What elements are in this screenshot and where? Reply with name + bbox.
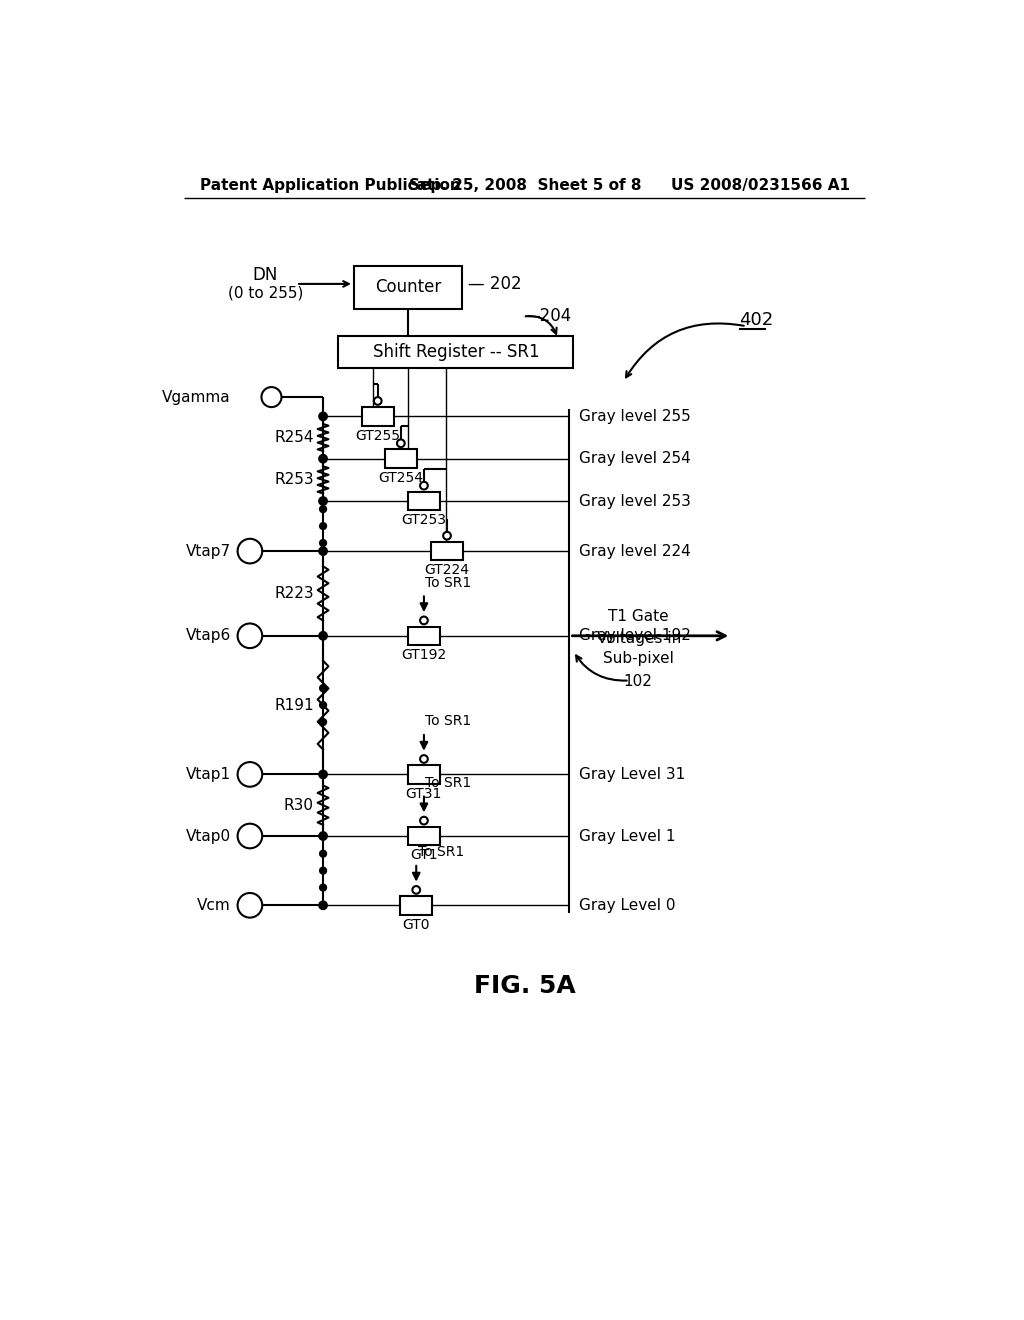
- Bar: [361, 407, 394, 425]
- Text: —204: —204: [523, 308, 571, 325]
- Circle shape: [319, 506, 326, 512]
- Text: GT192: GT192: [401, 648, 446, 663]
- Circle shape: [319, 413, 327, 420]
- Circle shape: [397, 440, 404, 447]
- Text: 402: 402: [739, 312, 773, 329]
- Text: GT1: GT1: [411, 849, 437, 862]
- Circle shape: [238, 539, 262, 564]
- Text: Gray level 254: Gray level 254: [579, 451, 690, 466]
- Circle shape: [420, 755, 428, 763]
- Text: To SR1: To SR1: [425, 576, 472, 590]
- Text: R30: R30: [284, 797, 313, 813]
- Text: GT253: GT253: [401, 513, 446, 528]
- Text: R254: R254: [274, 430, 313, 445]
- Text: Sub-pixel: Sub-pixel: [603, 651, 674, 667]
- Circle shape: [319, 850, 326, 857]
- Bar: [431, 543, 463, 561]
- Text: GT0: GT0: [402, 917, 430, 932]
- Text: Gray level 253: Gray level 253: [579, 494, 690, 508]
- Text: GT255: GT255: [355, 429, 400, 442]
- Text: GT224: GT224: [425, 564, 470, 577]
- Circle shape: [319, 719, 326, 725]
- Circle shape: [238, 824, 262, 849]
- Text: To SR1: To SR1: [425, 714, 472, 729]
- Text: Patent Application Publication: Patent Application Publication: [200, 178, 461, 193]
- Circle shape: [319, 685, 326, 692]
- Text: Gray level 255: Gray level 255: [579, 409, 690, 424]
- Text: Shift Register -- SR1: Shift Register -- SR1: [373, 343, 540, 360]
- Text: 102: 102: [624, 675, 652, 689]
- Text: GT31: GT31: [406, 787, 442, 801]
- Circle shape: [319, 498, 327, 506]
- Circle shape: [420, 616, 428, 624]
- Circle shape: [319, 523, 326, 529]
- Text: — 202: — 202: [468, 275, 521, 293]
- Circle shape: [319, 540, 326, 546]
- Circle shape: [261, 387, 282, 407]
- Text: To SR1: To SR1: [418, 845, 464, 859]
- Bar: [408, 766, 440, 784]
- Bar: [400, 896, 432, 915]
- Circle shape: [319, 867, 326, 874]
- Bar: [408, 627, 440, 645]
- Circle shape: [319, 902, 327, 909]
- Text: FIG. 5A: FIG. 5A: [474, 974, 575, 998]
- Circle shape: [420, 817, 428, 825]
- Text: Vtap6: Vtap6: [185, 628, 230, 643]
- Text: Vtap7: Vtap7: [185, 544, 230, 558]
- Bar: [408, 826, 440, 845]
- Text: Counter: Counter: [375, 279, 441, 297]
- Circle shape: [319, 771, 327, 779]
- Bar: [354, 267, 462, 309]
- Text: Vcm: Vcm: [197, 898, 230, 913]
- Text: R253: R253: [274, 473, 313, 487]
- Circle shape: [319, 548, 327, 554]
- Text: Vtap0: Vtap0: [185, 829, 230, 843]
- Text: Sep. 25, 2008  Sheet 5 of 8: Sep. 25, 2008 Sheet 5 of 8: [409, 178, 641, 193]
- Circle shape: [319, 455, 327, 462]
- Circle shape: [319, 632, 327, 640]
- Text: (0 to 255): (0 to 255): [227, 285, 303, 301]
- Text: US 2008/0231566 A1: US 2008/0231566 A1: [671, 178, 850, 193]
- Circle shape: [374, 397, 382, 405]
- Text: To SR1: To SR1: [425, 776, 472, 789]
- Bar: [408, 492, 440, 511]
- Text: Vgamma: Vgamma: [162, 389, 230, 405]
- Circle shape: [319, 702, 326, 709]
- Text: T1 Gate: T1 Gate: [608, 609, 669, 624]
- Bar: [339, 335, 573, 368]
- Text: Vtap1: Vtap1: [185, 767, 230, 781]
- Text: Gray level 224: Gray level 224: [579, 544, 690, 558]
- Text: GT254: GT254: [378, 471, 423, 484]
- Text: Gray level 192: Gray level 192: [579, 628, 690, 643]
- Circle shape: [420, 482, 428, 490]
- Bar: [385, 449, 417, 469]
- Text: DN: DN: [253, 267, 278, 284]
- Circle shape: [443, 532, 451, 540]
- Text: Voltages in: Voltages in: [597, 631, 681, 645]
- Circle shape: [319, 884, 326, 891]
- Text: Gray Level 31: Gray Level 31: [579, 767, 685, 781]
- Circle shape: [238, 894, 262, 917]
- Circle shape: [238, 623, 262, 648]
- Text: R191: R191: [274, 697, 313, 713]
- Text: Gray Level 0: Gray Level 0: [579, 898, 675, 913]
- Circle shape: [319, 832, 327, 840]
- Text: Gray Level 1: Gray Level 1: [579, 829, 675, 843]
- Text: R223: R223: [274, 586, 313, 601]
- Circle shape: [238, 762, 262, 787]
- Circle shape: [413, 886, 420, 894]
